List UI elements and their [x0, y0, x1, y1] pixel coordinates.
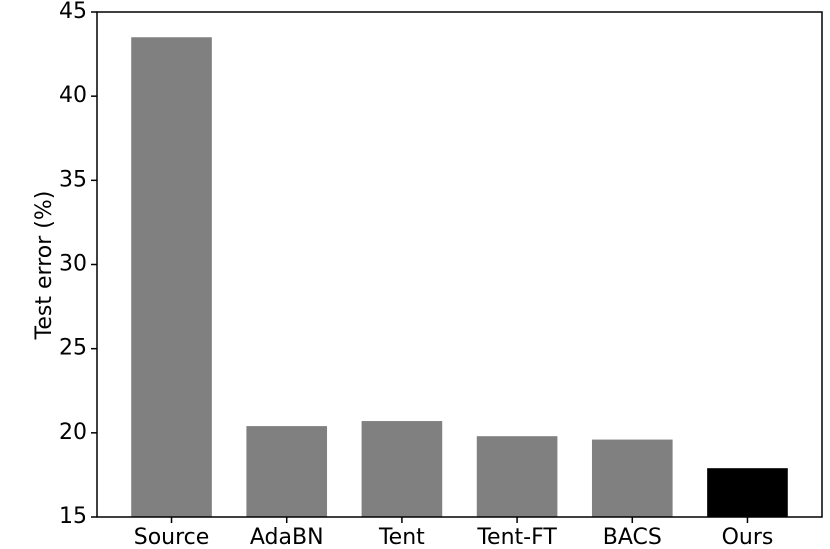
- x-tick-label: Source: [134, 525, 210, 549]
- y-tick-label: 35: [59, 167, 87, 192]
- bar: [476, 436, 558, 517]
- bar: [246, 426, 328, 517]
- x-tick-label: Tent-FT: [476, 525, 557, 549]
- bar: [707, 468, 788, 517]
- bar: [361, 421, 443, 517]
- y-tick-label: 40: [59, 83, 87, 108]
- bar: [591, 439, 673, 517]
- bar: [131, 37, 212, 517]
- x-tick-label: Tent: [378, 525, 425, 549]
- x-tick-label: AdaBN: [250, 525, 324, 549]
- y-tick-label: 25: [59, 336, 87, 361]
- x-tick-label: BACS: [603, 525, 662, 549]
- y-tick-label: 15: [59, 504, 87, 529]
- y-tick-label: 30: [59, 252, 87, 277]
- y-tick-label: 45: [59, 0, 87, 24]
- x-tick-label: Ours: [722, 525, 774, 549]
- y-axis-label: Test error (%): [32, 191, 57, 341]
- plot-frame: [96, 11, 823, 518]
- y-tick-label: 20: [59, 420, 87, 445]
